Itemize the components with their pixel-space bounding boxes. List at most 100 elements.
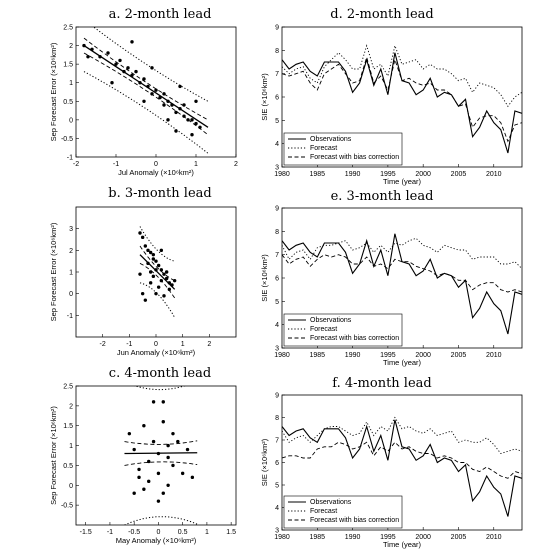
confidence-band-lower xyxy=(83,52,209,136)
y-tick-label: -0.5 xyxy=(61,503,73,510)
x-tick-label: 1980 xyxy=(274,534,290,541)
data-point xyxy=(190,118,194,122)
legend-label: Observations xyxy=(310,136,352,143)
legend-label: Forecast with bias correction xyxy=(310,517,399,524)
x-tick-label: 1990 xyxy=(345,352,361,359)
data-point xyxy=(166,118,170,122)
y-tick-label: 1 xyxy=(69,443,73,450)
series-line-forecast-with-bias-correction xyxy=(282,441,522,479)
data-point xyxy=(194,121,198,126)
data-point xyxy=(156,471,161,476)
data-point xyxy=(174,110,178,115)
data-point xyxy=(106,51,110,55)
x-tick-label: 2000 xyxy=(415,534,431,541)
y-tick-label: 1.5 xyxy=(63,423,73,430)
data-point xyxy=(142,424,146,428)
prediction-band-upper xyxy=(133,386,187,391)
data-point xyxy=(190,475,195,480)
x-tick-label: -1.5 xyxy=(80,529,92,536)
data-point xyxy=(161,420,165,424)
y-tick-label: 1 xyxy=(69,270,73,277)
panel-b: b. 3-month lead -2 -1 0 1 2 -1 0 1 2 3 Jun Anomaly … xyxy=(49,186,237,357)
legend: Observations Forecast Forecast with bias c… xyxy=(283,313,403,347)
y-tick-label: 5 xyxy=(275,483,279,490)
x-tick-label: 1 xyxy=(205,529,209,536)
y-tick-label: 5 xyxy=(275,118,279,125)
legend-label: Forecast xyxy=(310,145,337,152)
x-tick-label: 1985 xyxy=(310,171,326,178)
data-point xyxy=(172,278,177,283)
x-tick-label: -1 xyxy=(126,341,132,348)
data-point xyxy=(138,272,142,276)
plot-area xyxy=(138,226,177,318)
x-axis-label: Time (year) xyxy=(383,358,422,367)
y-axis-label: Sep Forecast Error (×10⁶km²) xyxy=(49,42,58,141)
y-tick-label: 9 xyxy=(275,393,279,400)
regression-line xyxy=(139,254,176,290)
y-tick-label: -1 xyxy=(67,313,73,320)
legend-label: Observations xyxy=(310,499,352,506)
y-tick-label: 1.5 xyxy=(63,62,73,69)
data-point xyxy=(176,439,180,444)
data-point xyxy=(154,259,158,263)
regression-line xyxy=(83,45,209,128)
data-point xyxy=(114,62,118,66)
panel-title: d. 2-month lead xyxy=(330,7,433,22)
panel-d: d. 2-month lead 1980 1985 1990 1995 2000 2005 2… xyxy=(260,7,523,186)
data-point xyxy=(162,103,166,107)
confidence-band-lower xyxy=(139,262,176,299)
y-tick-label: 0.5 xyxy=(63,99,73,106)
y-tick-label: 1 xyxy=(69,80,73,87)
data-point xyxy=(151,439,156,444)
prediction-band-upper xyxy=(92,27,209,102)
legend: Observations Forecast Forecast with bias c… xyxy=(283,132,403,166)
x-tick-label: -2 xyxy=(100,341,106,348)
x-tick-label: 2010 xyxy=(486,171,502,178)
prediction-band-lower xyxy=(124,516,198,525)
series-line-forecast xyxy=(282,44,522,108)
y-tick-label: 3 xyxy=(275,528,279,535)
legend-label: Forecast xyxy=(310,326,337,333)
y-tick-label: 7 xyxy=(275,438,279,445)
y-axis-label: Sep Forecast Error (×10⁶km²) xyxy=(49,222,58,321)
y-tick-label: 0.5 xyxy=(63,463,73,470)
x-tick-label: 2000 xyxy=(415,352,431,359)
x-axis-label: Time (year) xyxy=(383,540,422,549)
legend-label: Observations xyxy=(310,317,352,324)
y-axis-label: SIE (×10⁶km²) xyxy=(260,254,269,302)
data-point xyxy=(164,270,169,274)
y-tick-label: 0 xyxy=(69,483,73,490)
x-tick-label: 2010 xyxy=(486,534,502,541)
data-point xyxy=(151,400,156,404)
y-tick-label: 6 xyxy=(275,276,279,283)
plot-area xyxy=(124,386,198,525)
panel-c: c. 4-month lead -1.5 -1 -0.5 0 0.5 1 1.5 -0.5 0 0.… xyxy=(49,366,237,545)
data-point xyxy=(140,235,145,240)
data-point xyxy=(151,257,156,261)
series-line-forecast xyxy=(282,416,522,455)
confidence-band-upper xyxy=(83,37,209,121)
data-point xyxy=(147,479,151,484)
data-point xyxy=(148,250,153,255)
data-point xyxy=(138,231,142,235)
y-axis-label: SIE (×10⁶km²) xyxy=(260,73,269,121)
data-point xyxy=(166,455,170,460)
legend-label: Forecast xyxy=(310,508,337,515)
data-point xyxy=(132,491,136,495)
x-tick-label: 2005 xyxy=(451,534,467,541)
panel-title: b. 3-month lead xyxy=(108,186,211,201)
data-point xyxy=(137,467,141,472)
prediction-band-upper xyxy=(139,226,175,262)
y-tick-label: 8 xyxy=(275,48,279,55)
x-tick-label: 1990 xyxy=(345,534,361,541)
data-point xyxy=(171,463,175,468)
x-tick-label: 1995 xyxy=(380,352,396,359)
prediction-band-lower xyxy=(83,71,209,154)
x-tick-label: -0.5 xyxy=(128,529,140,536)
data-point xyxy=(190,133,194,137)
y-tick-label: 7 xyxy=(275,71,279,78)
y-tick-label: 2 xyxy=(69,248,73,255)
x-tick-label: 2 xyxy=(234,161,238,168)
y-axis-label: SIE (×10⁶km²) xyxy=(260,438,269,486)
y-tick-label: 2.5 xyxy=(63,25,73,32)
